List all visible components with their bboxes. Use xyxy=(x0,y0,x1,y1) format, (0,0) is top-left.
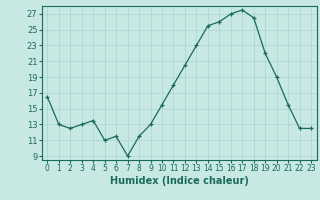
X-axis label: Humidex (Indice chaleur): Humidex (Indice chaleur) xyxy=(110,176,249,186)
